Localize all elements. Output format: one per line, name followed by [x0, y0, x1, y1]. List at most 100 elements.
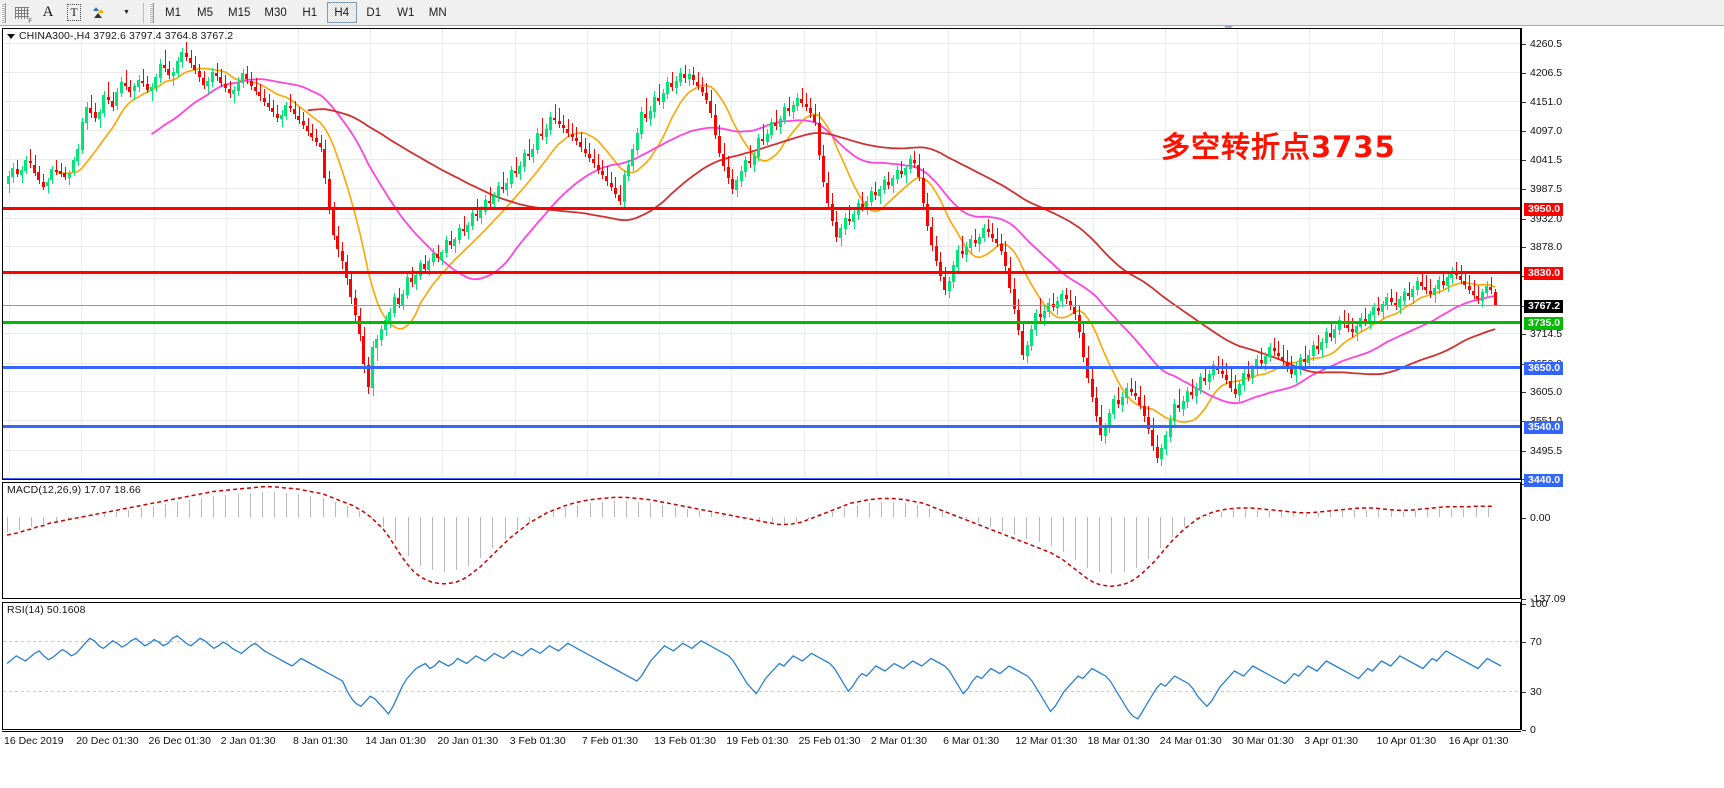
candle-body	[943, 277, 947, 290]
price-tag-3650-0[interactable]: 3650.0	[1524, 362, 1564, 376]
macd-histogram-bar	[795, 517, 797, 523]
candle-body	[791, 105, 795, 113]
candle-body	[670, 82, 674, 87]
macd-histogram-bar	[844, 507, 846, 518]
candle-wick	[164, 49, 166, 72]
candle-body	[80, 122, 84, 150]
macd-histogram-bar	[274, 492, 275, 518]
price-tag-3830-0[interactable]: 3830.0	[1524, 266, 1564, 280]
candle-wick	[762, 124, 764, 146]
macd-histogram-bar	[1305, 513, 1307, 518]
price-tag-3950-0[interactable]: 3950.0	[1524, 203, 1564, 216]
macd-histogram-bar	[322, 498, 324, 518]
price-scale[interactable]: 4260.5 4206.5 4151.0 4097.0 4041.5 3987.5 3932…	[1521, 28, 1724, 736]
price-panel[interactable]: CHINA300-,H4 3792.6 3797.4 3764.8 3767.2…	[2, 28, 1521, 480]
candle-body	[475, 214, 479, 217]
timeframe-button-m1[interactable]: M1	[165, 6, 181, 19]
macd-histogram-bar	[346, 505, 348, 518]
price-tag-3540-0[interactable]: 3540.0	[1524, 420, 1564, 434]
indicators-icon[interactable]	[87, 1, 113, 25]
macd-panel[interactable]: MACD(12,26,9) 17.07 18.66	[2, 482, 1521, 599]
candle-wick	[90, 95, 92, 118]
macd-histogram-bar	[686, 508, 688, 518]
candle-wick	[95, 102, 97, 122]
timeframe-button-mn[interactable]: MN	[428, 6, 447, 19]
time-scale[interactable]: 16 Dec 2019 20 Dec 01:30 26 Dec 01:30 2 Jan…	[2, 731, 1521, 750]
text-box-icon[interactable]: T	[61, 1, 87, 25]
macd-histogram-bar	[443, 517, 445, 572]
grid-period-separator-icon[interactable]: F	[9, 1, 35, 25]
candle-wick	[1378, 297, 1380, 316]
macd-histogram-bar	[577, 504, 579, 518]
price-tag-3440-0[interactable]: 3440.0	[1524, 474, 1564, 487]
toolbar-dropdown-chevron-down-icon[interactable]: ▼	[113, 1, 139, 25]
candle-body	[176, 61, 179, 74]
level-line-3540-0[interactable]	[3, 424, 1520, 428]
text-label-icon[interactable]: A	[42, 4, 54, 20]
grid-line-vertical	[1020, 29, 1022, 479]
candle-wick	[775, 110, 777, 131]
level-line-3440-0[interactable]	[3, 478, 1520, 479]
candle-body	[1029, 329, 1033, 347]
level-line-3950-0[interactable]	[3, 207, 1520, 210]
candle-body	[353, 298, 357, 316]
candle-body	[111, 100, 114, 108]
grid-line-vertical	[514, 29, 516, 479]
candle-body	[704, 93, 708, 100]
level-line-3650-0[interactable]	[3, 366, 1520, 370]
chart-menu-caret-down-icon[interactable]	[7, 33, 15, 39]
candle-body	[1194, 387, 1198, 397]
candle-body	[249, 80, 253, 86]
candle-body	[1133, 392, 1137, 397]
macd-histogram-bar	[1414, 511, 1416, 518]
timeframe-button-d1[interactable]: D1	[366, 6, 382, 19]
level-line-3735-0[interactable]	[3, 321, 1520, 325]
candle-body	[1450, 270, 1454, 279]
price-axis-tick: 3495.5	[1522, 445, 1562, 457]
macd-histogram-bar	[832, 511, 834, 518]
macd-histogram-bar	[905, 502, 907, 518]
candle-body	[1003, 251, 1007, 267]
rsi-panel[interactable]: RSI(14) 50.1608	[2, 602, 1521, 730]
rsi-axis-tick: 30	[1522, 687, 1542, 698]
candle-body	[258, 92, 262, 97]
candle-wick	[1304, 346, 1306, 367]
candle-body	[206, 80, 210, 86]
timeframe-grip[interactable]	[149, 2, 154, 23]
candle-wick	[975, 229, 976, 248]
candle-wick	[60, 163, 62, 178]
candle-body	[990, 233, 994, 238]
candle-body	[72, 160, 75, 172]
candle-body	[956, 249, 960, 267]
symbol-info-label[interactable]: CHINA300-,H4 3792.6 3797.4 3764.8 3767.2	[7, 30, 233, 42]
candle-wick	[1230, 368, 1232, 392]
macd-histogram-bar	[1159, 517, 1161, 549]
candle-body	[466, 225, 470, 233]
price-tag-3735-0[interactable]: 3735.0	[1524, 317, 1564, 331]
candle-body	[1294, 368, 1298, 375]
candle-body	[752, 156, 756, 165]
grid-line-vertical	[1453, 29, 1455, 479]
toolbar-grip[interactable]	[1, 2, 6, 23]
level-line-3830-0[interactable]	[3, 270, 1520, 274]
timeframe-button-m5[interactable]: M5	[197, 6, 213, 19]
price-tag-3767-2[interactable]: 3767.2	[1524, 300, 1564, 314]
candle-body	[462, 229, 466, 232]
candle-body	[1250, 368, 1254, 379]
timeframe-button-w1[interactable]: W1	[397, 6, 415, 19]
candle-body	[505, 182, 509, 190]
timeframe-button-h4[interactable]: H4	[326, 2, 357, 23]
candle-body	[925, 203, 929, 227]
macd-histogram-bar	[990, 517, 991, 527]
chart-area[interactable]: CHINA300-,H4 3792.6 3797.4 3764.8 3767.2…	[0, 26, 1724, 788]
macd-histogram-bar	[383, 517, 385, 527]
candle-body	[59, 170, 62, 175]
timeframe-button-m30[interactable]: M30	[264, 6, 287, 19]
time-axis-tick: 20 Jan 01:30	[437, 735, 499, 747]
candle-wick	[207, 77, 209, 95]
macd-axis-tick: 0.00	[1522, 513, 1550, 524]
candle-wick	[1131, 378, 1133, 397]
timeframe-button-m15[interactable]: M15	[228, 6, 251, 19]
level-line-3767-2[interactable]	[3, 305, 1520, 307]
timeframe-button-h1[interactable]: H1	[302, 6, 318, 19]
